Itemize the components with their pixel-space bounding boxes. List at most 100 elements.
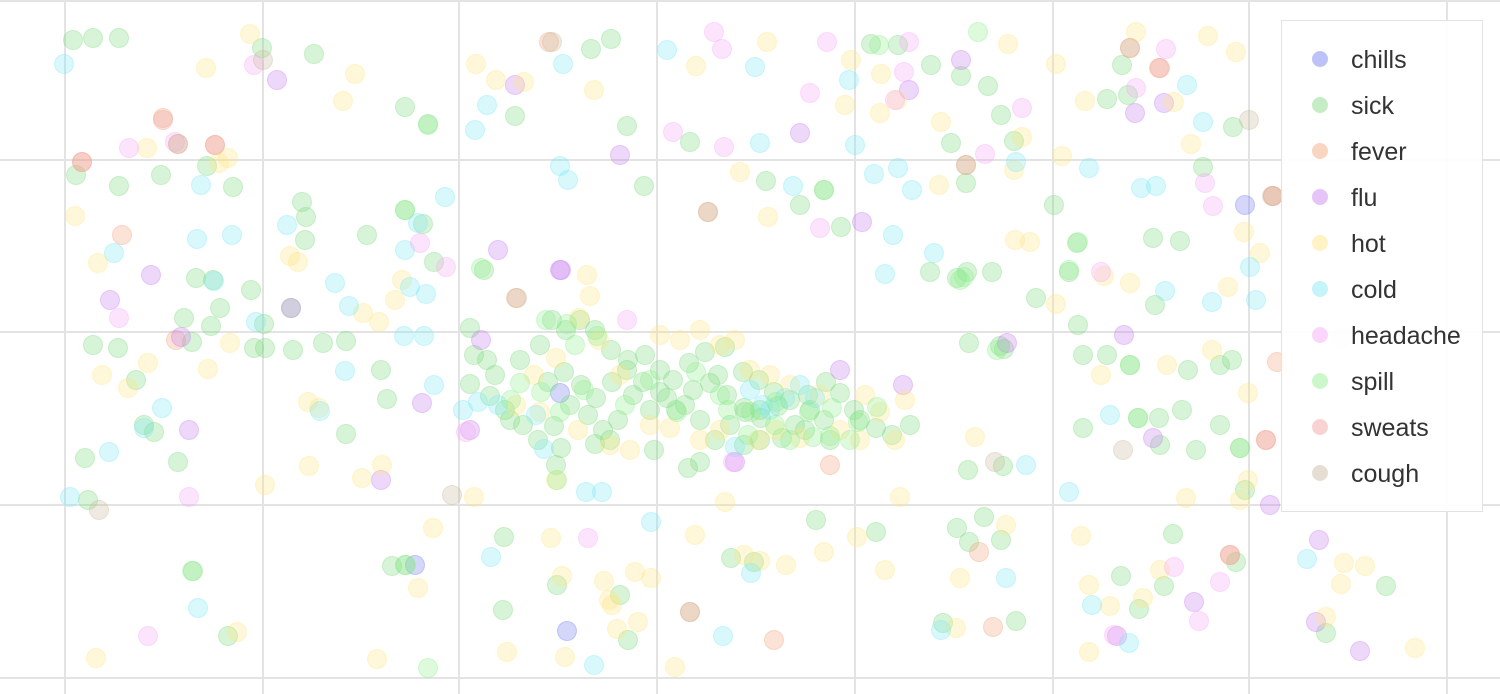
point-hot[interactable] — [1075, 91, 1095, 111]
point-hot[interactable] — [776, 555, 796, 575]
point-hot[interactable] — [530, 402, 550, 422]
point-sick[interactable] — [990, 336, 1010, 356]
point-hot[interactable] — [577, 265, 597, 285]
point-spill[interactable] — [1128, 408, 1148, 428]
point-hot[interactable] — [715, 492, 735, 512]
point-cold[interactable] — [740, 380, 760, 400]
point-headache[interactable] — [704, 22, 724, 42]
point-spill[interactable] — [968, 22, 988, 42]
point-sick[interactable] — [1143, 228, 1163, 248]
point-fever[interactable] — [969, 542, 989, 562]
point-sick[interactable] — [1230, 438, 1250, 458]
point-sick[interactable] — [223, 177, 243, 197]
point-hot[interactable] — [1005, 230, 1025, 250]
point-hot[interactable] — [88, 253, 108, 273]
point-spill[interactable] — [471, 258, 491, 278]
point-hot[interactable] — [299, 456, 319, 476]
point-flu[interactable] — [725, 452, 745, 472]
point-hot[interactable] — [748, 430, 768, 450]
point-cold[interactable] — [246, 312, 266, 332]
point-sick[interactable] — [1223, 117, 1243, 137]
point-fever[interactable] — [1120, 38, 1140, 58]
point-sick[interactable] — [551, 438, 571, 458]
point-sick[interactable] — [601, 29, 621, 49]
point-spill[interactable] — [840, 430, 860, 450]
point-spill[interactable] — [799, 402, 819, 422]
point-sick[interactable] — [571, 375, 591, 395]
point-headache[interactable] — [723, 452, 743, 472]
point-sick[interactable] — [201, 316, 221, 336]
point-hot[interactable] — [552, 566, 572, 586]
point-spill[interactable] — [640, 370, 660, 390]
point-hot[interactable] — [690, 320, 710, 340]
point-sick[interactable] — [690, 410, 710, 430]
point-sick[interactable] — [1067, 233, 1087, 253]
point-headache[interactable] — [617, 310, 637, 330]
point-cold[interactable] — [468, 392, 488, 412]
point-hot[interactable] — [1250, 243, 1270, 263]
point-spill[interactable] — [550, 402, 570, 422]
point-sick[interactable] — [650, 382, 670, 402]
point-hot[interactable] — [1071, 526, 1091, 546]
point-hot[interactable] — [931, 112, 951, 132]
point-sick[interactable] — [958, 460, 978, 480]
point-hot[interactable] — [1100, 596, 1120, 616]
point-headache[interactable] — [712, 39, 732, 59]
point-cold[interactable] — [584, 655, 604, 675]
point-sick[interactable] — [991, 530, 1011, 550]
point-sick[interactable] — [1097, 345, 1117, 365]
point-sick[interactable] — [798, 385, 818, 405]
point-sick[interactable] — [182, 332, 202, 352]
point-spill[interactable] — [848, 412, 868, 432]
legend-item-fever[interactable]: fever — [1282, 129, 1482, 175]
point-hot[interactable] — [810, 385, 830, 405]
point-cold[interactable] — [550, 156, 570, 176]
point-spill[interactable] — [182, 561, 202, 581]
point-flu[interactable] — [1184, 592, 1204, 612]
point-flu[interactable] — [412, 393, 432, 413]
point-sick[interactable] — [750, 430, 770, 450]
point-headache[interactable] — [899, 32, 919, 52]
point-sick[interactable] — [861, 34, 881, 54]
point-sick[interactable] — [715, 337, 735, 357]
point-sick[interactable] — [751, 408, 771, 428]
point-sick[interactable] — [947, 268, 967, 288]
point-hot[interactable] — [1133, 588, 1153, 608]
point-cold[interactable] — [864, 164, 884, 184]
point-flu[interactable] — [460, 420, 480, 440]
point-sick[interactable] — [197, 156, 217, 176]
point-sick[interactable] — [254, 314, 274, 334]
point-sick[interactable] — [947, 518, 967, 538]
point-sick[interactable] — [957, 262, 977, 282]
point-hot[interactable] — [1012, 127, 1032, 147]
point-spill[interactable] — [557, 314, 577, 334]
point-sick[interactable] — [241, 280, 261, 300]
point-hot[interactable] — [725, 330, 745, 350]
point-hot[interactable] — [730, 162, 750, 182]
point-sick[interactable] — [994, 339, 1014, 359]
point-hot[interactable] — [855, 385, 875, 405]
point-spill[interactable] — [395, 200, 415, 220]
point-hot[interactable] — [740, 360, 760, 380]
point-sick[interactable] — [186, 268, 206, 288]
point-hot[interactable] — [870, 103, 890, 123]
point-spill[interactable] — [510, 373, 530, 393]
point-sick[interactable] — [1097, 89, 1117, 109]
point-hot[interactable] — [1230, 490, 1250, 510]
point-sick[interactable] — [151, 165, 171, 185]
point-hot[interactable] — [850, 430, 870, 450]
point-hot[interactable] — [996, 515, 1016, 535]
point-hot[interactable] — [218, 148, 238, 168]
point-sick[interactable] — [530, 335, 550, 355]
point-sick[interactable] — [126, 370, 146, 390]
point-hot[interactable] — [1238, 383, 1258, 403]
point-sick[interactable] — [108, 338, 128, 358]
point-sick[interactable] — [717, 385, 737, 405]
point-spill[interactable] — [814, 180, 834, 200]
point-cold[interactable] — [414, 326, 434, 346]
point-sick[interactable] — [756, 171, 776, 191]
point-hot[interactable] — [580, 286, 600, 306]
point-cold[interactable] — [996, 568, 1016, 588]
point-cold[interactable] — [188, 598, 208, 618]
point-hot[interactable] — [1238, 470, 1258, 490]
